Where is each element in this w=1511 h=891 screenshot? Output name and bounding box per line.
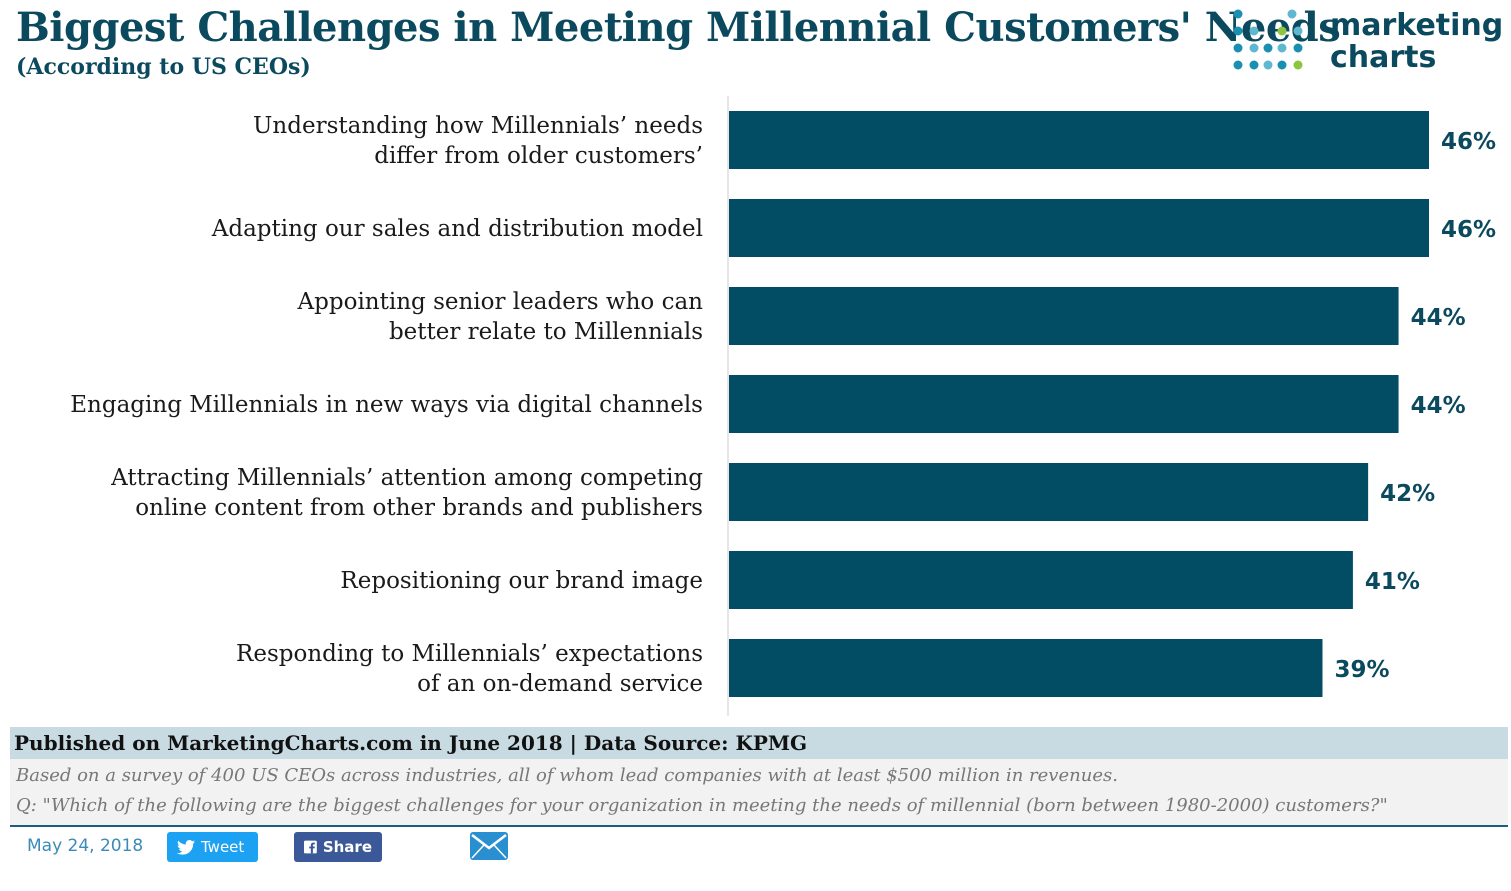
bar-value-label: 46% [1441, 217, 1496, 243]
bar [729, 287, 1399, 345]
category-label: Adapting our sales and distribution mode… [211, 216, 703, 242]
bar-value-label: 41% [1365, 569, 1420, 595]
category-label-line: Adapting our sales and distribution mode… [211, 216, 703, 242]
envelope-icon[interactable] [470, 832, 508, 860]
category-label: Repositioning our brand image [340, 568, 703, 594]
bar [729, 639, 1323, 697]
tweet-button[interactable]: Tweet [167, 832, 258, 862]
divider [10, 825, 1508, 827]
category-label-line: differ from older customers’ [374, 143, 703, 169]
facebook-icon [304, 840, 317, 854]
category-label-line: Understanding how Millennials’ needs [253, 113, 703, 139]
marketingcharts-logo[interactable]: marketing charts [1230, 8, 1505, 80]
twitter-bird-icon [177, 839, 195, 855]
bar-value-label: 46% [1441, 129, 1496, 155]
category-label: Understanding how Millennials’ needs diff… [253, 113, 703, 169]
category-label-line: Repositioning our brand image [340, 568, 703, 594]
logo-line-1: marketing [1330, 8, 1504, 43]
category-label-line: better relate to Millennials [389, 319, 703, 345]
category-label-line: Attracting Millennials’ attention among … [110, 465, 703, 491]
logo-text: marketing charts [1330, 10, 1503, 74]
bar-value-label: 44% [1411, 305, 1466, 331]
category-label-line: online content from other brands and pub… [135, 495, 703, 521]
bar [729, 551, 1353, 609]
survey-note: Based on a survey of 400 US CEOs across … [16, 765, 1118, 786]
dot-grid-logo-icon [1233, 9, 1303, 70]
category-label: Engaging Millennials in new ways via dig… [70, 392, 703, 418]
category-label-line: Engaging Millennials in new ways via dig… [70, 392, 703, 418]
published-note: Published on MarketingCharts.com in June… [14, 731, 808, 755]
share-button[interactable]: Share [294, 832, 382, 862]
chart-title: Biggest Challenges in Meeting Millennial… [16, 4, 1341, 51]
bar-chart: 46% Understanding how Millennials’ needs d… [70, 96, 1496, 716]
share-label: Share [322, 838, 372, 856]
category-label-line: Appointing senior leaders who can [297, 289, 704, 315]
category-label: Attracting Millennials’ attention among … [110, 465, 703, 521]
category-label: Appointing senior leaders who can better … [297, 289, 704, 345]
chart-subtitle: (According to US CEOs) [16, 54, 311, 80]
note-band [10, 759, 1508, 825]
footer-band [10, 727, 1508, 759]
bar [729, 111, 1429, 169]
category-label: Responding to Millennials’ expectations o… [236, 641, 703, 697]
post-date: May 24, 2018 [27, 836, 144, 856]
bar [729, 375, 1399, 433]
tweet-label: Tweet [201, 838, 245, 856]
bar-value-label: 42% [1380, 481, 1435, 507]
bar [729, 463, 1369, 521]
bar [729, 199, 1429, 257]
question-note: Q: "Which of the following are the bigge… [16, 795, 1388, 816]
category-label-line: of an on-demand service [417, 671, 703, 697]
bar-value-label: 44% [1411, 393, 1466, 419]
logo-line-2: charts [1330, 40, 1437, 75]
category-label-line: Responding to Millennials’ expectations [236, 641, 703, 667]
bar-value-label: 39% [1334, 657, 1389, 683]
